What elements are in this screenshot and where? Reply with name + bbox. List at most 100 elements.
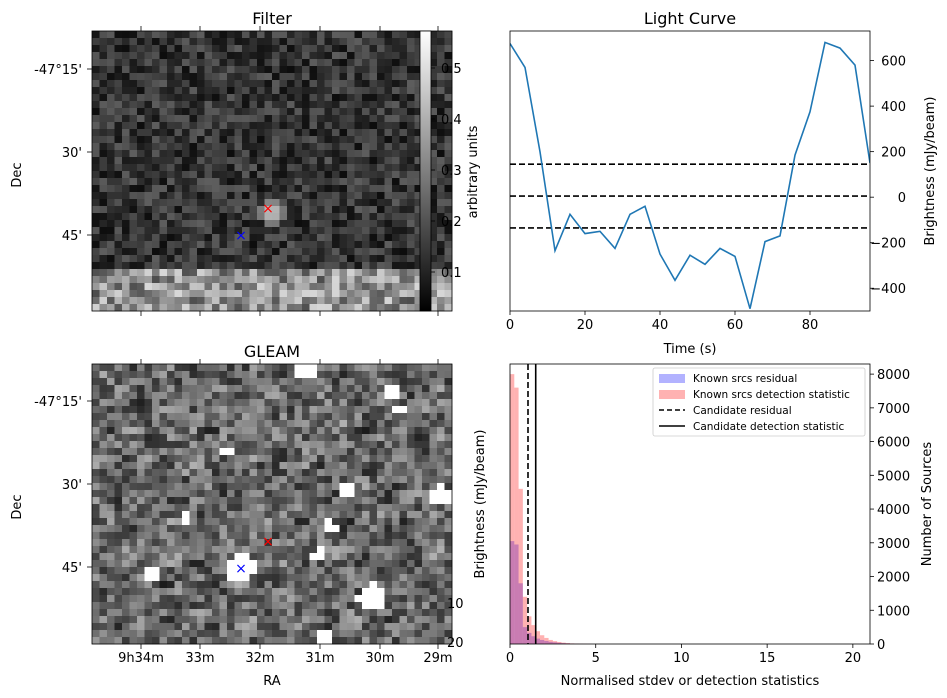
image-pixel	[369, 220, 378, 228]
image-pixel	[92, 413, 100, 421]
image-pixel	[317, 304, 325, 312]
image-pixel	[257, 199, 265, 207]
image-pixel	[219, 574, 228, 582]
image-pixel	[174, 101, 183, 109]
image-pixel	[429, 637, 438, 645]
image-pixel	[144, 504, 153, 512]
image-pixel	[242, 371, 250, 379]
image-pixel	[197, 234, 205, 242]
image-pixel	[302, 476, 310, 484]
image-pixel	[414, 616, 423, 624]
image-pixel	[437, 45, 445, 53]
gleam-panel: GLEAM -47°15' 30' 45' Dec 9h34m 33m 32m …	[10, 342, 464, 689]
image-pixel	[174, 213, 183, 221]
image-pixel	[347, 290, 355, 298]
image-pixel	[302, 434, 310, 442]
image-pixel	[249, 511, 258, 519]
image-pixel	[332, 371, 340, 379]
image-pixel	[414, 434, 423, 442]
image-pixel	[294, 630, 303, 638]
image-pixel	[197, 623, 205, 631]
image-pixel	[182, 420, 190, 428]
image-pixel	[444, 234, 453, 242]
image-pixel	[294, 546, 303, 554]
image-pixel	[107, 297, 115, 305]
image-pixel	[272, 206, 280, 214]
image-pixel	[129, 87, 138, 95]
image-pixel	[264, 101, 273, 109]
image-pixel	[122, 427, 130, 435]
image-pixel	[324, 276, 333, 284]
image-pixel	[339, 637, 348, 645]
image-pixel	[317, 497, 325, 505]
image-pixel	[92, 52, 100, 60]
image-pixel	[324, 420, 333, 428]
image-pixel	[99, 94, 108, 102]
image-pixel	[422, 455, 430, 463]
image-pixel	[369, 483, 378, 491]
image-pixel	[152, 206, 160, 214]
image-pixel	[332, 136, 340, 144]
image-pixel	[369, 31, 378, 39]
image-pixel	[354, 178, 363, 186]
image-pixel	[174, 455, 183, 463]
image-pixel	[362, 511, 370, 519]
image-pixel	[384, 143, 393, 151]
image-pixel	[99, 234, 108, 242]
image-pixel	[99, 490, 108, 498]
image-pixel	[212, 497, 220, 505]
image-pixel	[122, 630, 130, 638]
x-tick-label: 0	[506, 651, 514, 666]
image-pixel	[414, 525, 423, 533]
image-pixel	[99, 248, 108, 256]
image-pixel	[354, 143, 363, 151]
image-pixel	[377, 567, 385, 575]
image-pixel	[107, 45, 115, 53]
image-pixel	[249, 94, 258, 102]
image-pixel	[152, 255, 160, 263]
image-pixel	[197, 567, 205, 575]
image-pixel	[444, 262, 453, 270]
image-pixel	[234, 462, 243, 470]
image-pixel	[324, 234, 333, 242]
image-pixel	[422, 581, 430, 589]
image-pixel	[174, 269, 183, 277]
image-pixel	[197, 143, 205, 151]
image-pixel	[407, 45, 415, 53]
image-pixel	[437, 385, 445, 393]
image-pixel	[114, 31, 123, 39]
image-pixel	[407, 532, 415, 540]
image-pixel	[339, 276, 348, 284]
image-pixel	[429, 122, 438, 130]
image-pixel	[99, 462, 108, 470]
image-pixel	[137, 283, 145, 291]
image-pixel	[204, 420, 213, 428]
image-pixel	[369, 227, 378, 235]
image-pixel	[144, 609, 153, 617]
image-pixel	[219, 276, 228, 284]
image-pixel	[159, 553, 168, 561]
image-pixel	[384, 31, 393, 39]
image-pixel	[159, 290, 168, 298]
image-pixel	[264, 595, 273, 603]
image-pixel	[234, 199, 243, 207]
image-pixel	[189, 108, 198, 116]
image-pixel	[152, 581, 160, 589]
image-pixel	[362, 143, 370, 151]
image-pixel	[242, 427, 250, 435]
image-pixel	[369, 290, 378, 298]
image-pixel	[212, 588, 220, 596]
image-pixel	[212, 31, 220, 39]
image-pixel	[257, 413, 265, 421]
image-pixel	[399, 150, 408, 158]
image-pixel	[294, 227, 303, 235]
image-pixel	[92, 518, 100, 526]
image-pixel	[159, 213, 168, 221]
image-pixel	[444, 52, 453, 60]
image-pixel	[129, 546, 138, 554]
image-pixel	[317, 234, 325, 242]
image-pixel	[279, 364, 288, 372]
image-pixel	[174, 532, 183, 540]
image-pixel	[159, 178, 168, 186]
image-pixel	[287, 87, 295, 95]
